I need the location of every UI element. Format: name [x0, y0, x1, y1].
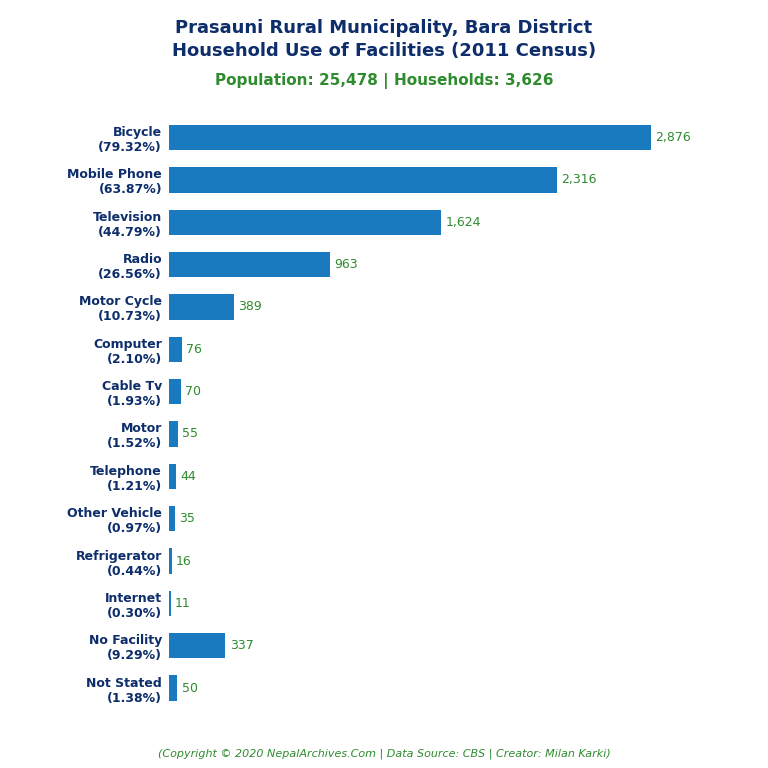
Text: 35: 35	[179, 512, 195, 525]
Text: 337: 337	[230, 639, 253, 652]
Text: 55: 55	[182, 428, 198, 441]
Text: 70: 70	[185, 385, 201, 398]
Bar	[169, 506, 175, 531]
Bar	[169, 125, 650, 151]
Text: 76: 76	[186, 343, 202, 356]
Bar	[169, 675, 177, 700]
Bar	[169, 464, 177, 489]
Text: 963: 963	[335, 258, 358, 271]
Bar	[169, 548, 171, 574]
Text: 2,876: 2,876	[655, 131, 690, 144]
Text: 44: 44	[180, 470, 197, 483]
Text: 11: 11	[175, 597, 190, 610]
Text: 50: 50	[181, 681, 197, 694]
Text: 389: 389	[238, 300, 262, 313]
Text: 2,316: 2,316	[561, 174, 597, 187]
Text: Prasauni Rural Municipality, Bara District: Prasauni Rural Municipality, Bara Distri…	[175, 19, 593, 37]
Text: Household Use of Facilities (2011 Census): Household Use of Facilities (2011 Census…	[172, 42, 596, 60]
Bar	[169, 591, 170, 616]
Bar	[169, 252, 330, 277]
Bar	[169, 633, 226, 658]
Bar	[169, 379, 180, 404]
Bar	[169, 294, 234, 319]
Bar	[169, 422, 178, 447]
Bar	[169, 167, 557, 193]
Text: Population: 25,478 | Households: 3,626: Population: 25,478 | Households: 3,626	[215, 73, 553, 89]
Bar	[169, 210, 441, 235]
Text: (Copyright © 2020 NepalArchives.Com | Data Source: CBS | Creator: Milan Karki): (Copyright © 2020 NepalArchives.Com | Da…	[157, 748, 611, 759]
Bar	[169, 336, 182, 362]
Text: 1,624: 1,624	[445, 216, 481, 229]
Text: 16: 16	[176, 554, 191, 568]
